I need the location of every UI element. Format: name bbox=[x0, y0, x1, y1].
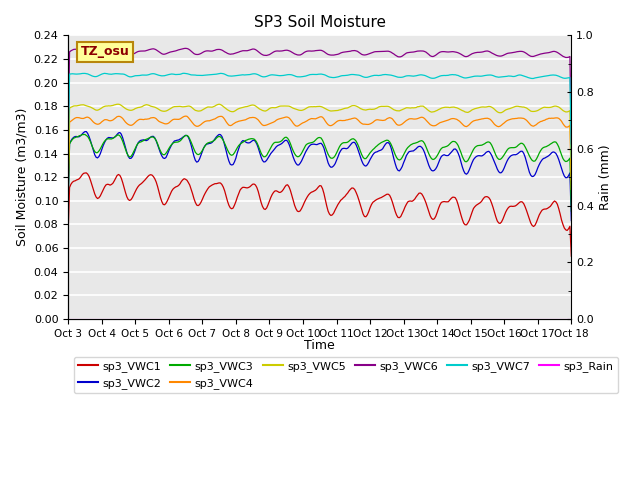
sp3_Rain bbox=[64, 316, 72, 322]
sp3_VWC4 bbox=[369, 120, 377, 125]
sp3_VWC6 bbox=[182, 46, 189, 51]
sp3_VWC7 bbox=[380, 72, 388, 77]
Line: sp3_VWC7: sp3_VWC7 bbox=[68, 73, 572, 158]
sp3_VWC4 bbox=[568, 187, 575, 192]
sp3_VWC5 bbox=[158, 108, 166, 114]
sp3_VWC3 bbox=[64, 201, 72, 206]
Title: SP3 Soil Moisture: SP3 Soil Moisture bbox=[253, 15, 386, 30]
Line: sp3_VWC2: sp3_VWC2 bbox=[68, 132, 572, 221]
sp3_VWC2 bbox=[508, 153, 515, 158]
Line: sp3_VWC4: sp3_VWC4 bbox=[68, 116, 572, 190]
X-axis label: Time: Time bbox=[305, 339, 335, 352]
sp3_VWC7 bbox=[64, 153, 72, 159]
sp3_VWC2 bbox=[352, 142, 360, 147]
sp3_Rain bbox=[379, 316, 387, 322]
sp3_VWC1 bbox=[83, 170, 90, 176]
sp3_Rain bbox=[78, 316, 86, 322]
Y-axis label: Rain (mm): Rain (mm) bbox=[600, 144, 612, 210]
sp3_VWC7 bbox=[568, 155, 575, 161]
sp3_VWC2 bbox=[78, 131, 86, 137]
sp3_VWC6 bbox=[158, 51, 166, 57]
sp3_VWC6 bbox=[352, 48, 360, 54]
sp3_VWC5 bbox=[64, 176, 72, 181]
Line: sp3_VWC5: sp3_VWC5 bbox=[68, 104, 572, 180]
sp3_VWC3 bbox=[159, 152, 167, 157]
sp3_VWC4 bbox=[182, 113, 189, 119]
sp3_VWC6 bbox=[568, 141, 575, 147]
sp3_VWC6 bbox=[508, 50, 515, 56]
Legend: sp3_VWC1, sp3_VWC2, sp3_VWC3, sp3_VWC4, sp3_VWC5, sp3_VWC6, sp3_VWC7, sp3_Rain: sp3_VWC1, sp3_VWC2, sp3_VWC3, sp3_VWC4, … bbox=[74, 357, 618, 393]
sp3_VWC1 bbox=[78, 172, 86, 178]
sp3_VWC1 bbox=[159, 202, 167, 207]
Line: sp3_VWC1: sp3_VWC1 bbox=[68, 173, 572, 256]
sp3_Rain bbox=[367, 316, 375, 322]
sp3_VWC1 bbox=[568, 253, 575, 259]
sp3_VWC3 bbox=[568, 208, 575, 214]
sp3_VWC2 bbox=[159, 155, 167, 161]
sp3_VWC7 bbox=[352, 72, 360, 78]
sp3_VWC4 bbox=[380, 118, 388, 123]
sp3_VWC3 bbox=[380, 138, 388, 144]
sp3_VWC4 bbox=[508, 116, 515, 122]
sp3_VWC5 bbox=[508, 105, 515, 111]
sp3_VWC3 bbox=[352, 138, 360, 144]
Line: sp3_VWC3: sp3_VWC3 bbox=[68, 134, 572, 211]
sp3_VWC2 bbox=[369, 152, 377, 157]
Text: TZ_osu: TZ_osu bbox=[81, 45, 129, 58]
sp3_VWC7 bbox=[180, 71, 188, 76]
sp3_VWC2 bbox=[83, 129, 90, 134]
sp3_VWC5 bbox=[369, 107, 377, 112]
sp3_Rain bbox=[506, 316, 514, 322]
sp3_VWC3 bbox=[508, 145, 515, 151]
sp3_Rain bbox=[568, 316, 575, 322]
Y-axis label: Soil Moisture (m3/m3): Soil Moisture (m3/m3) bbox=[15, 108, 28, 246]
sp3_VWC6 bbox=[369, 49, 377, 55]
sp3_VWC3 bbox=[78, 132, 86, 137]
sp3_VWC7 bbox=[369, 73, 377, 79]
sp3_VWC5 bbox=[78, 102, 86, 108]
Line: sp3_VWC6: sp3_VWC6 bbox=[68, 48, 572, 144]
sp3_VWC5 bbox=[380, 104, 388, 109]
sp3_VWC4 bbox=[64, 185, 72, 191]
sp3_VWC5 bbox=[352, 103, 360, 109]
sp3_VWC1 bbox=[352, 190, 360, 195]
sp3_VWC7 bbox=[78, 71, 86, 76]
sp3_VWC1 bbox=[64, 229, 72, 235]
sp3_VWC3 bbox=[81, 132, 89, 137]
sp3_VWC7 bbox=[158, 73, 166, 79]
sp3_VWC3 bbox=[369, 147, 377, 153]
sp3_VWC4 bbox=[78, 116, 86, 121]
sp3_VWC1 bbox=[508, 204, 515, 209]
sp3_VWC1 bbox=[380, 193, 388, 199]
sp3_VWC5 bbox=[215, 101, 223, 107]
sp3_VWC2 bbox=[380, 144, 388, 149]
sp3_VWC4 bbox=[352, 116, 360, 121]
sp3_VWC4 bbox=[158, 120, 166, 126]
sp3_VWC2 bbox=[568, 218, 575, 224]
sp3_VWC1 bbox=[369, 199, 377, 205]
sp3_VWC6 bbox=[64, 138, 72, 144]
sp3_Rain bbox=[351, 316, 358, 322]
sp3_Rain bbox=[158, 316, 166, 322]
sp3_VWC2 bbox=[64, 200, 72, 206]
sp3_VWC6 bbox=[78, 46, 86, 52]
sp3_VWC6 bbox=[380, 48, 388, 54]
sp3_VWC5 bbox=[568, 177, 575, 183]
sp3_VWC7 bbox=[508, 73, 515, 79]
